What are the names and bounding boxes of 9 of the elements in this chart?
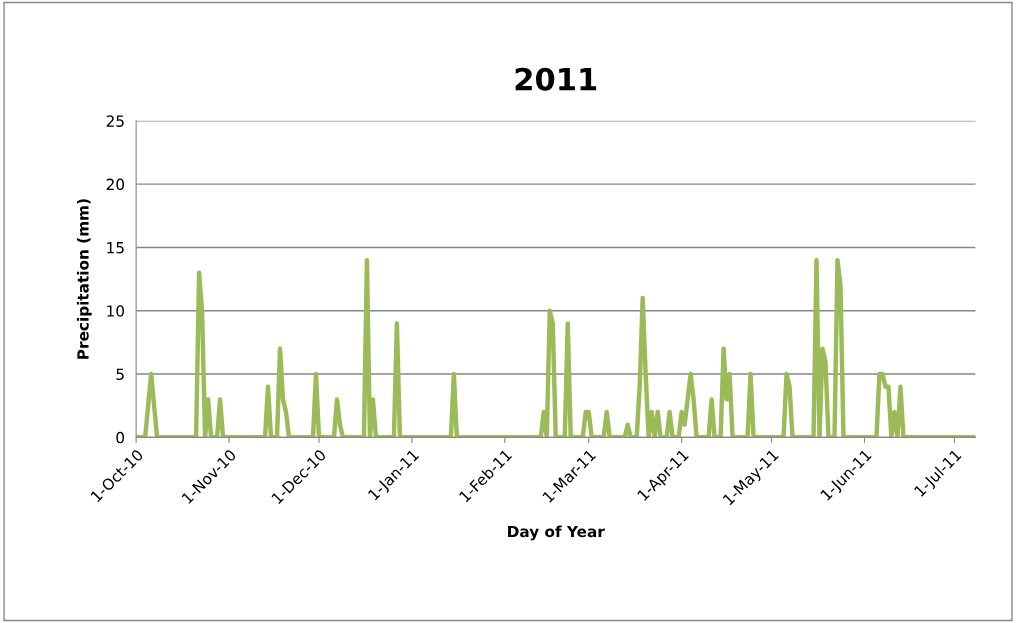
y-tick-label: 15 — [107, 242, 124, 254]
y-tick-label: 0 — [116, 431, 125, 444]
x-axis-title: Day of Year — [508, 525, 605, 541]
y-tick-label: 25 — [106, 115, 124, 127]
y-tick-label: 10 — [107, 305, 125, 317]
chart-title: 2011 — [515, 67, 597, 91]
y-tick-label: 5 — [116, 368, 124, 381]
y-axis-title: Precipitation (mm) — [76, 199, 92, 359]
y-tick-label: 20 — [106, 178, 125, 191]
